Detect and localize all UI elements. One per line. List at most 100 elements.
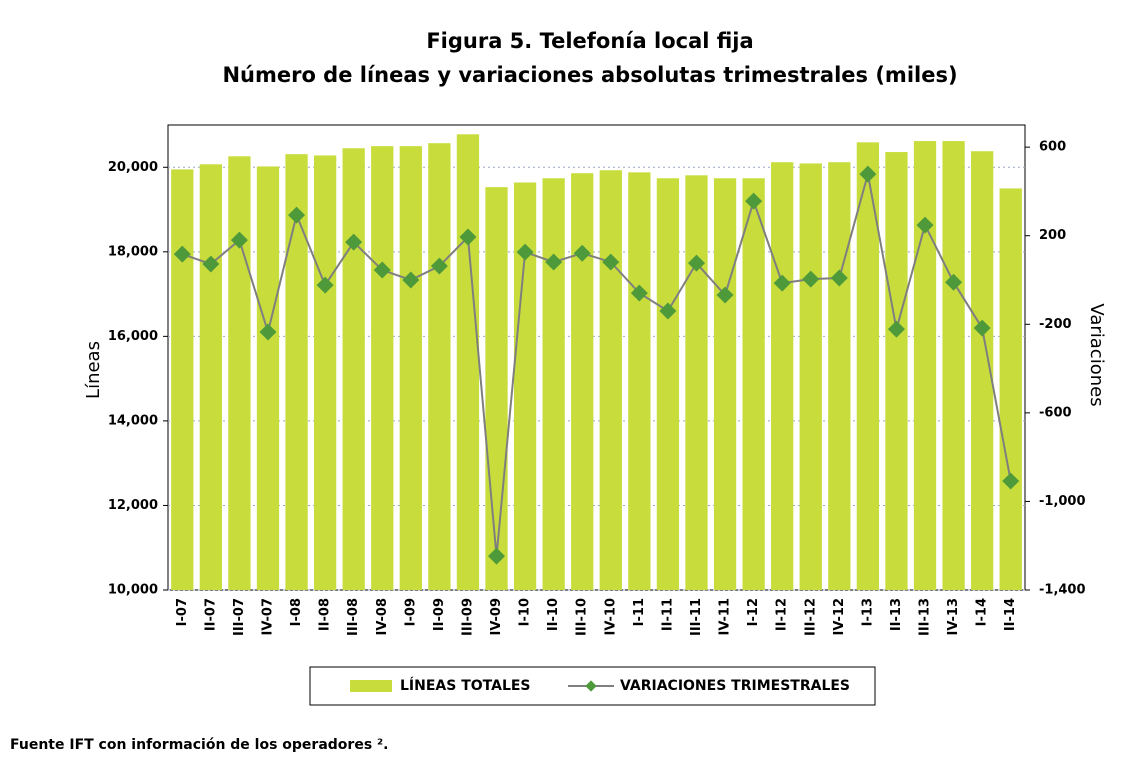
- x-tick-label: IV-07: [260, 598, 275, 635]
- y2-tick-label: -600: [1039, 405, 1072, 420]
- x-tick-label: II-12: [775, 598, 790, 631]
- x-tick-label: I-12: [746, 598, 761, 626]
- marker: [802, 270, 820, 288]
- x-tick-label: IV-08: [375, 598, 390, 635]
- marker: [259, 323, 277, 341]
- x-tick-label: III-09: [460, 598, 475, 636]
- marker: [430, 257, 448, 275]
- x-tick-label: II-09: [432, 598, 447, 631]
- bar: [199, 164, 222, 590]
- marker: [488, 547, 506, 565]
- y-tick-label: 14,000: [108, 413, 158, 428]
- bar: [742, 178, 765, 590]
- y2-tick-label: 200: [1039, 228, 1066, 243]
- plot-area: [167, 124, 1026, 591]
- legend-swatch: [350, 680, 392, 692]
- marker: [573, 244, 591, 262]
- marker: [230, 231, 248, 249]
- chart-title: Figura 5. Telefonía local fija: [426, 29, 753, 53]
- chart-subtitle: Número de líneas y variaciones absolutas…: [222, 63, 957, 87]
- bar: [971, 151, 994, 590]
- marker: [859, 165, 877, 183]
- marker: [745, 192, 763, 210]
- marker: [373, 261, 391, 279]
- marker: [345, 233, 363, 251]
- marker: [545, 253, 563, 271]
- x-tick-label: II-11: [660, 598, 675, 631]
- bar: [828, 162, 851, 590]
- x-tick-label: I-10: [518, 598, 533, 626]
- marker: [887, 320, 905, 338]
- x-tick-label: I-07: [175, 598, 190, 626]
- x-tick-label: III-08: [346, 598, 361, 636]
- bar: [599, 170, 622, 590]
- bar: [428, 143, 451, 590]
- marker: [830, 269, 848, 287]
- marker: [288, 206, 306, 224]
- legend-box: [309, 666, 876, 706]
- y2-tick-label: -1,400: [1039, 583, 1086, 598]
- bar: [485, 187, 508, 590]
- x-tick-label: I-14: [975, 598, 990, 626]
- y-tick-label: 12,000: [108, 498, 158, 513]
- marker: [202, 255, 220, 273]
- bar: [342, 148, 365, 590]
- x-tick-label: I-08: [289, 598, 304, 626]
- bar: [256, 166, 280, 590]
- bar: [771, 162, 794, 590]
- bar: [913, 141, 937, 590]
- bar: [371, 146, 394, 591]
- x-tick-label: II-07: [203, 598, 218, 631]
- y-tick-label: 10,000: [108, 583, 158, 598]
- x-tick-label: I-11: [632, 598, 647, 626]
- bar: [171, 169, 194, 591]
- x-tick-label: III-11: [689, 598, 704, 636]
- footnote: Fuente IFT con información de los operad…: [10, 737, 388, 753]
- bar: [713, 178, 737, 590]
- y2-tick-label: -1,000: [1039, 494, 1086, 509]
- bar: [228, 156, 251, 591]
- y-tick-label: 18,000: [108, 244, 158, 259]
- x-tick-label: III-12: [803, 598, 818, 636]
- y-axis-label: Líneas: [83, 341, 104, 399]
- bar: [313, 155, 337, 590]
- legend-label: VARIACIONES TRIMESTRALES: [620, 678, 850, 694]
- x-tick-label: II-08: [318, 598, 333, 631]
- marker: [945, 273, 963, 291]
- marker: [173, 245, 191, 263]
- line: [181, 173, 1012, 557]
- bar: [942, 141, 965, 590]
- x-tick-label: III-07: [232, 598, 247, 636]
- bar: [856, 142, 880, 590]
- marker: [459, 228, 477, 246]
- marker: [316, 276, 334, 294]
- bar: [999, 188, 1022, 590]
- marker: [973, 319, 991, 337]
- marker: [773, 274, 791, 292]
- bar: [285, 154, 308, 590]
- bar: [685, 175, 708, 590]
- y2-tick-label: 600: [1039, 140, 1066, 155]
- x-tick-label: IV-11: [718, 598, 733, 635]
- y2-tick-label: -200: [1039, 317, 1072, 332]
- x-tick-label: I-13: [860, 598, 875, 626]
- bar: [513, 182, 537, 590]
- bar: [656, 178, 680, 590]
- bar: [628, 172, 651, 590]
- y-tick-label: 20,000: [108, 160, 158, 175]
- x-tick-label: III-10: [575, 598, 590, 636]
- y2-axis-label: Variaciones: [1086, 303, 1107, 406]
- x-tick-label: II-14: [1003, 598, 1018, 631]
- y-tick-label: 16,000: [108, 329, 158, 344]
- bar: [571, 173, 594, 590]
- x-tick-label: II-10: [546, 598, 561, 631]
- marker: [687, 254, 705, 272]
- marker: [716, 286, 734, 304]
- marker: [916, 216, 934, 234]
- legend-marker: [585, 680, 597, 692]
- bar: [399, 146, 422, 591]
- x-tick-label: IV-09: [489, 598, 504, 635]
- bar: [799, 163, 822, 590]
- x-tick-label: IV-10: [603, 598, 618, 635]
